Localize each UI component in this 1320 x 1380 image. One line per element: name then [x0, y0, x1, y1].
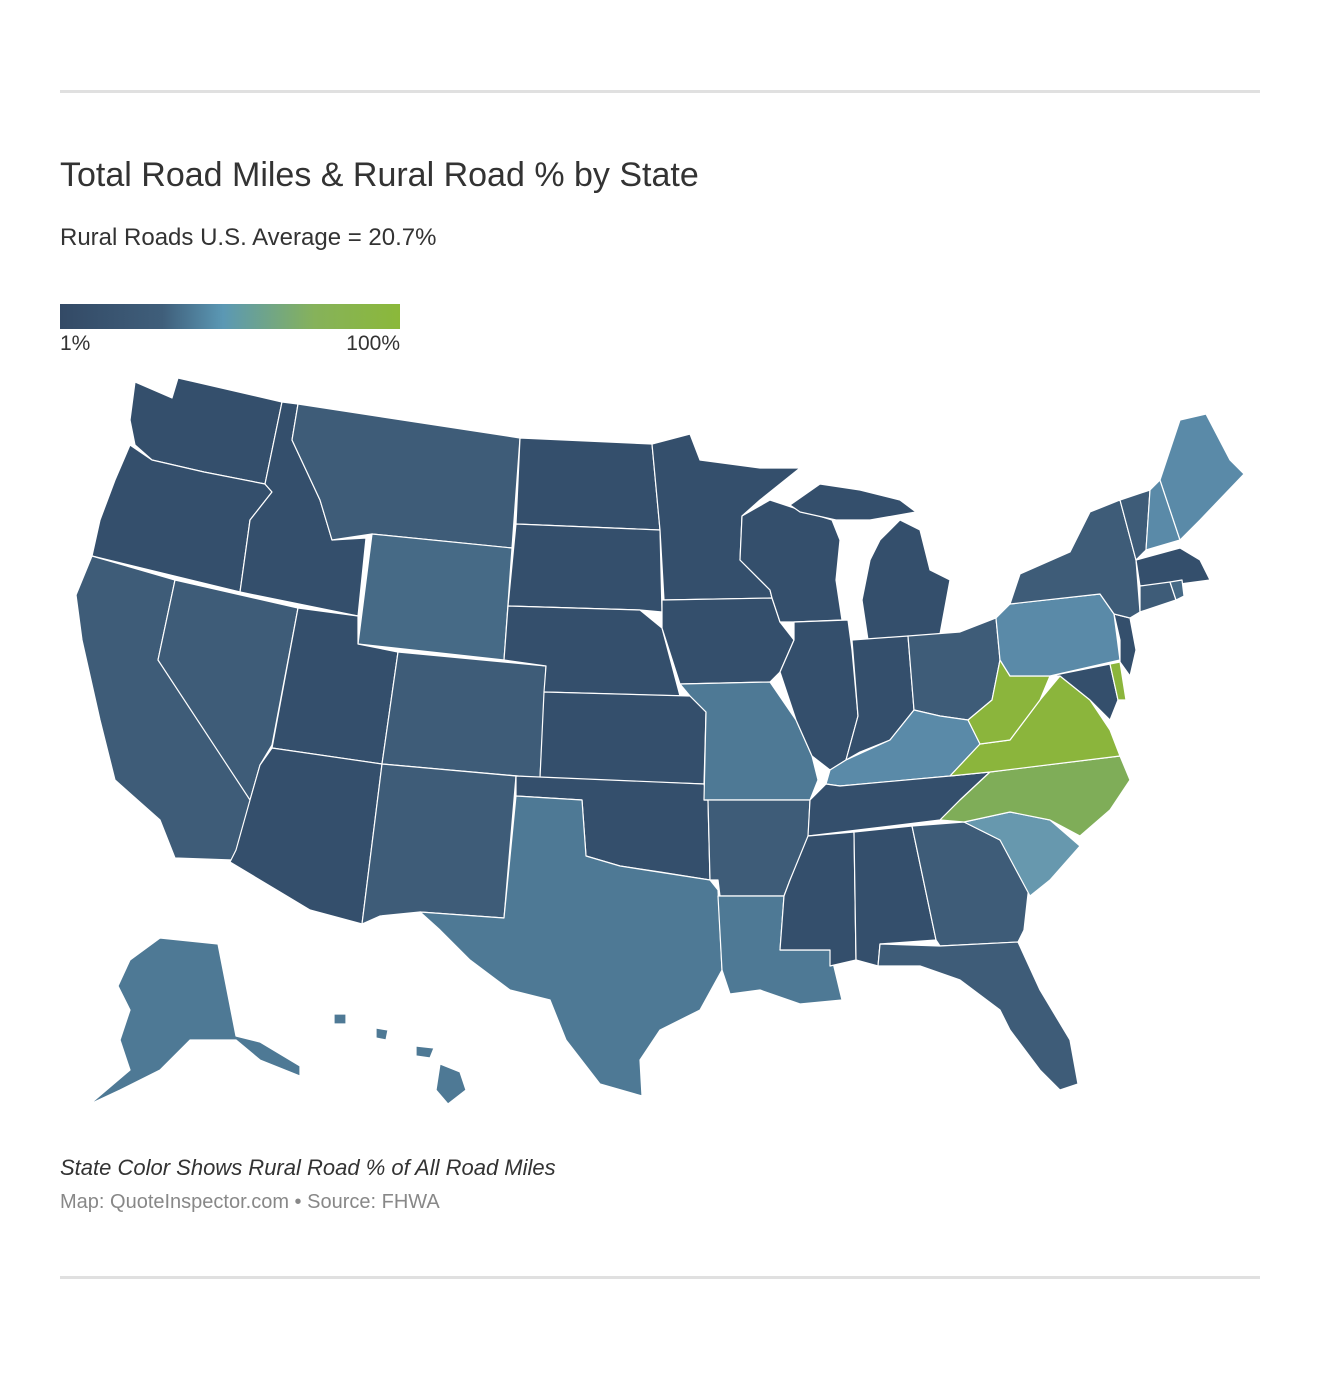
- state-mi-upper[interactable]: [789, 483, 917, 521]
- state-mo[interactable]: [679, 681, 819, 801]
- state-ri[interactable]: [1169, 579, 1185, 601]
- legend-color-scale: [60, 304, 400, 329]
- state-ct[interactable]: [1139, 581, 1177, 613]
- map-title: Total Road Miles & Rural Road % by State: [60, 156, 699, 194]
- state-pa[interactable]: [995, 593, 1121, 677]
- state-sd[interactable]: [507, 523, 663, 613]
- state-nm[interactable]: [361, 763, 517, 925]
- state-hi-big-island[interactable]: [435, 1063, 467, 1105]
- bottom-divider: [60, 1276, 1260, 1279]
- state-co[interactable]: [381, 651, 547, 779]
- state-ma[interactable]: [1135, 547, 1211, 587]
- map-caption: State Color Shows Rural Road % of All Ro…: [60, 1155, 556, 1180]
- map-source: Map: QuoteInspector.com • Source: FHWA: [60, 1191, 440, 1213]
- state-nc[interactable]: [939, 755, 1131, 837]
- state-mi[interactable]: [861, 519, 951, 641]
- state-hi-oahu[interactable]: [375, 1027, 389, 1041]
- state-hi-kauai[interactable]: [333, 1013, 347, 1025]
- state-fl[interactable]: [877, 941, 1079, 1091]
- state-nd[interactable]: [515, 437, 661, 531]
- state-me[interactable]: [1159, 413, 1245, 541]
- top-divider: [60, 90, 1260, 93]
- state-de[interactable]: [1109, 661, 1127, 701]
- state-ak[interactable]: [89, 937, 301, 1105]
- state-ks[interactable]: [539, 691, 707, 785]
- state-ia[interactable]: [661, 597, 795, 685]
- state-tx[interactable]: [419, 795, 723, 1097]
- legend-gradient: [60, 304, 400, 329]
- map-subtitle: Rural Roads U.S. Average = 20.7%: [60, 224, 437, 251]
- legend-min-label: 1%: [60, 332, 91, 355]
- legend-max-label: 100%: [346, 332, 400, 355]
- state-hi-maui[interactable]: [415, 1045, 435, 1059]
- state-wy[interactable]: [357, 533, 513, 661]
